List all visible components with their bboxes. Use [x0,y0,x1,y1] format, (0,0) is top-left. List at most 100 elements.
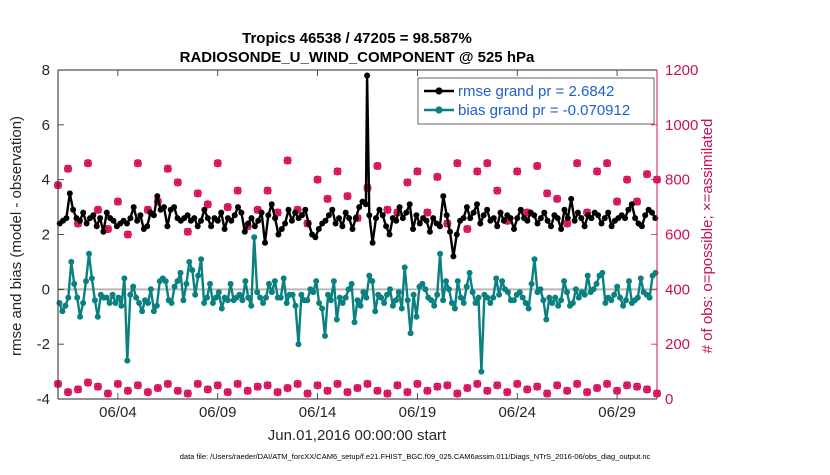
obs-assimilated-marker-low [183,389,192,398]
obs-assimilated-marker [523,208,532,217]
rmse-data-point [332,220,339,227]
rmse-data-point [137,212,144,219]
bias-data-point [389,302,396,309]
y-tick-label: 4 [42,172,50,189]
bias-data-point [103,294,110,301]
bias-data-point [537,286,544,293]
obs-assimilated-marker-low [343,388,352,396]
rmse-data-point [416,220,423,227]
rmse-data-point [66,190,73,197]
rmse-data-point [598,220,605,227]
rmse-data-point [561,206,568,213]
rmse-data-point [97,215,104,222]
bias-data-point [195,272,202,279]
bias-data-point [407,330,414,337]
bias-data-point [239,297,246,304]
bias-data-point [65,294,72,301]
rmse-data-point [517,206,524,213]
obs-assimilated-marker-low [84,378,92,387]
bias-data-point [422,286,429,293]
obs-assimilated-marker-low [64,388,72,396]
bias-data-point [499,278,506,285]
rmse-data-point [537,215,544,222]
x-tick-label: 06/29 [598,404,636,421]
rmse-data-point [494,223,501,230]
chart-title: Tropics 46538 / 47205 = 98.587% [242,30,472,47]
rmse-data-point [292,209,299,216]
rmse-data-point [393,217,400,224]
bias-data-point [242,278,249,285]
rmse-data-point [541,209,548,216]
bias-data-point [345,286,352,293]
obs-assimilated-marker-low [74,385,82,394]
rmse-data-point [282,220,289,227]
rmse-data-point [554,215,561,222]
rmse-data-point [514,215,521,222]
obs-assimilated-marker [373,162,382,170]
rmse-data-point [364,72,371,79]
bias-data-point [127,291,134,298]
bias-data-point [493,275,500,282]
bias-data-point [313,278,320,285]
bias-data-point [224,297,231,304]
bias-data-point [86,250,92,257]
rmse-data-point [154,193,161,200]
rmse-data-point [241,228,248,235]
legend-box [417,77,655,125]
y-tick-label: -2 [37,336,50,353]
rmse-data-point [490,215,497,222]
rmse-data-point [302,206,309,213]
bias-data-point [620,302,627,309]
obs-assimilated-marker [323,195,332,203]
obs-assimilated-marker-low [114,380,122,388]
rmse-data-point [453,231,460,238]
obs-assimilated-marker [263,186,272,195]
y-axis-label-right: # of obs: o=possible; ×=assimilated [699,119,716,354]
rmse-data-point [305,220,312,227]
rmse-data-point [362,201,369,208]
obs-assimilated-marker-low [134,381,142,390]
rmse-data-point [595,212,602,219]
bias-data-point [510,297,517,304]
obs-assimilated-marker-low [313,381,322,390]
bias-data-point [204,294,210,301]
obs-assimilated-marker-low [533,382,541,391]
bias-data-point [516,289,523,296]
y-right-tick-label: 1000 [665,117,698,134]
bias-data-point [118,302,125,309]
bias-data-point [292,302,299,309]
bias-data-point [599,269,606,276]
obs-assimilated-marker-low [223,388,232,396]
bias-data-point [227,280,234,287]
bias-data-point [209,300,216,306]
bias-data-point [212,294,219,301]
obs-assimilated-marker-low [473,380,482,388]
y-tick-label: 6 [42,117,50,134]
obs-assimilated-marker [293,206,302,214]
bias-data-point [251,234,258,241]
bias-data-point [74,294,81,301]
bias-data-point [555,302,562,309]
rmse-data-point [531,212,538,219]
rmse-data-point [410,226,416,232]
obs-assimilated-marker-low [144,388,152,396]
rmse-data-point [83,220,90,227]
bias-data-point [147,286,154,293]
bias-data-point [339,300,346,306]
plot-background [58,70,657,399]
bias-data-point [189,267,196,274]
obs-assimilated-marker-low [413,380,422,388]
legend-bias-label: bias grand pr = -0.070912 [458,102,630,119]
x-tick-label: 06/04 [99,404,137,421]
rmse-data-point [571,217,578,224]
obs-assimilated-marker [183,227,192,236]
obs-assimilated-marker-low [603,380,611,388]
bias-data-point [357,302,364,309]
rmse-data-point [574,209,581,216]
rmse-data-point [315,226,322,232]
bias-data-point [266,280,272,287]
bias-data-point [310,289,317,296]
bias-data-point [168,300,175,306]
bias-data-point [354,297,361,304]
